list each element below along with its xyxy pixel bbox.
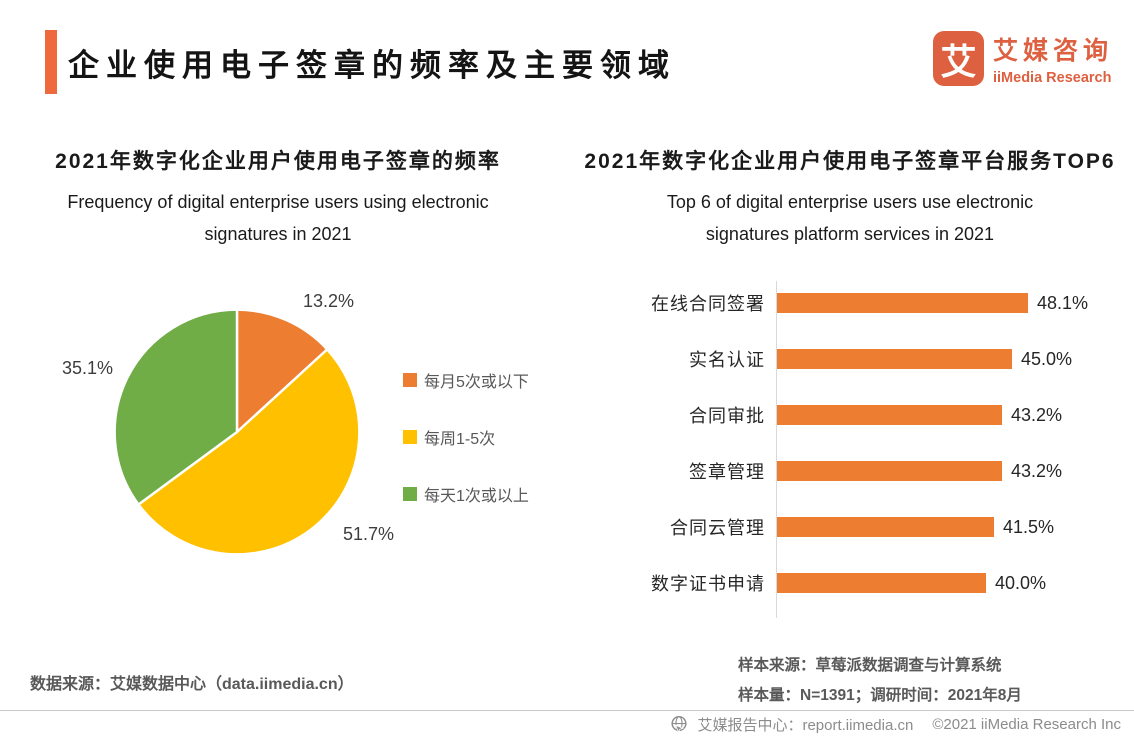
pie-slice-2 xyxy=(113,308,239,506)
bar-value-label-2: 43.2% xyxy=(1011,404,1063,425)
bottom-bar: 艾媒报告中心：report.iimedia.cn ©2021 iiMedia R… xyxy=(0,710,1134,737)
pie-chart-subtitle-line2: signatures in 2021 xyxy=(204,224,352,244)
pie-slice-1 xyxy=(137,348,361,556)
bar-row-5: 数字证书申请 40.0% xyxy=(580,572,1134,595)
bar-chart-category-axis xyxy=(776,281,777,618)
legend-swatch-0 xyxy=(403,373,417,387)
page-title: 企业使用电子签章的频率及主要领域 xyxy=(68,48,676,83)
bar-value-label-5: 40.0% xyxy=(995,572,1047,593)
brand-name-en: iiMedia Research xyxy=(993,70,1112,86)
bar-category-label-1: 实名认证 xyxy=(689,350,765,370)
data-source-note: 数据来源：艾媒数据中心（data.iimedia.cn） xyxy=(30,676,354,693)
legend-label-1: 每周1-5次 xyxy=(424,431,496,448)
pie-section-header: 2021年数字化企业用户使用电子签章的频率 Frequency of digit… xyxy=(18,145,538,250)
pie-legend: 每月5次或以下 每周1-5次每天1次或以上 xyxy=(403,372,529,543)
iimedia-logo-icon: 艾 xyxy=(933,31,984,86)
bar-value-label-4: 41.5% xyxy=(1003,516,1055,537)
sample-note: 样本来源：草莓派数据调查与计算系统 样本量：N=1391；调研时间：2021年8… xyxy=(738,651,1022,711)
legend-swatch-2 xyxy=(403,487,417,501)
bar-5 xyxy=(777,573,986,593)
bar-category-label-3: 签章管理 xyxy=(689,462,765,482)
pie-value-label-weekly: 51.7% xyxy=(343,524,395,544)
bar-2 xyxy=(777,405,1002,425)
globe-cursor-icon xyxy=(670,715,688,733)
iimedia-logo: 艾 艾媒咨询 iiMedia Research xyxy=(933,31,1113,86)
legend-swatch-1 xyxy=(403,430,417,444)
bar-value-label-3: 43.2% xyxy=(1011,460,1063,481)
pie-chart-title: 2021年数字化企业用户使用电子签章的频率 xyxy=(55,150,501,173)
legend-item-2: 每天1次或以上 xyxy=(403,486,529,505)
pie-slice-0 xyxy=(235,308,329,434)
bar-row-2: 合同审批 43.2% xyxy=(580,404,1134,427)
pie-chart-subtitle: Frequency of digital enterprise users us… xyxy=(18,186,538,250)
legend-item-1: 每周1-5次 xyxy=(403,429,529,448)
bar-chart-subtitle-line2: signatures platform services in 2021 xyxy=(705,224,995,244)
bar-category-label-2: 合同审批 xyxy=(689,406,765,426)
bar-1 xyxy=(777,349,1012,369)
brand-name-cn: 艾媒咨询 xyxy=(993,37,1114,65)
pie-value-label-daily: 35.1% xyxy=(62,358,114,378)
pie-chart xyxy=(113,308,361,556)
bar-row-1: 实名认证 45.0% xyxy=(580,348,1134,371)
pie-chart-subtitle-line1: Frequency of digital enterprise users us… xyxy=(67,192,489,212)
report-center-text: 艾媒报告中心：report.iimedia.cn xyxy=(697,716,914,734)
bar-category-label-5: 数字证书申请 xyxy=(651,574,765,594)
bar-category-label-0: 在线合同签署 xyxy=(651,294,765,314)
iimedia-logo-text: 艾媒咨询 iiMedia Research xyxy=(993,31,1113,86)
bar-row-3: 签章管理 43.2% xyxy=(580,460,1134,483)
bar-row-4: 合同云管理 41.5% xyxy=(580,516,1134,539)
legend-label-0: 每月5次或以下 xyxy=(424,374,529,391)
bar-value-label-0: 48.1% xyxy=(1037,292,1089,313)
bar-chart-subtitle-line1: Top 6 of digital enterprise users use el… xyxy=(666,192,1034,212)
legend-label-2: 每天1次或以上 xyxy=(424,488,529,505)
title-accent-bar xyxy=(45,30,57,94)
bar-3 xyxy=(777,461,1002,481)
bar-4 xyxy=(777,517,994,537)
bar-section-header: 2021年数字化企业用户使用电子签章平台服务TOP6 Top 6 of digi… xyxy=(580,145,1120,250)
sample-size-line: 样本量：N=1391；调研时间：2021年8月 xyxy=(738,687,1022,704)
pie-value-label-monthly: 13.2% xyxy=(303,291,355,311)
legend-item-0: 每月5次或以下 xyxy=(403,372,529,391)
bar-0 xyxy=(777,293,1028,313)
bar-row-0: 在线合同签署 48.1% xyxy=(580,292,1134,315)
sample-source-line: 样本来源：草莓派数据调查与计算系统 xyxy=(738,657,1002,674)
bar-chart-subtitle: Top 6 of digital enterprise users use el… xyxy=(580,186,1120,250)
bar-chart-title: 2021年数字化企业用户使用电子签章平台服务TOP6 xyxy=(584,150,1116,173)
copyright-text: ©2021 iiMedia Research Inc xyxy=(932,715,1121,733)
bar-chart: 在线合同签署 48.1% 实名认证 45.0% 合同审批 43.2% 签章管理 43.2% 合同… xyxy=(580,281,1134,618)
bar-value-label-1: 45.0% xyxy=(1021,348,1073,369)
bar-category-label-4: 合同云管理 xyxy=(670,518,765,538)
